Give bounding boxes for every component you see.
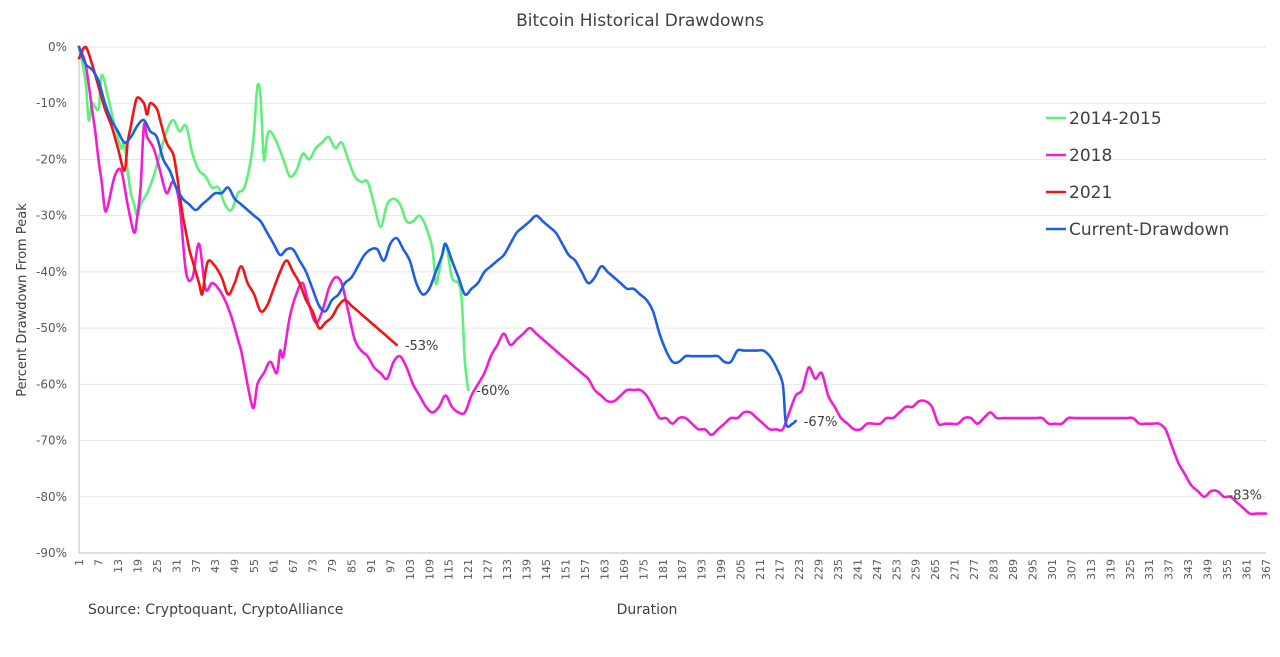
x-tick-label: 31 — [170, 559, 183, 573]
x-tick-label: 133 — [501, 559, 514, 580]
x-tick-label: 307 — [1065, 559, 1078, 580]
y-tick-label: -90% — [36, 546, 67, 560]
x-tick-label: 325 — [1124, 559, 1137, 580]
y-tick-label: -20% — [36, 152, 67, 166]
x-tick-label: 169 — [618, 559, 631, 580]
end-label: -53% — [405, 339, 439, 354]
x-tick-label: 319 — [1104, 559, 1117, 580]
end-labels: -60% -83% -53% -67% — [405, 339, 1262, 504]
y-axis-title: Percent Drawdown From Peak — [15, 203, 30, 397]
gridlines — [79, 46, 1266, 498]
x-axis-title: Duration — [617, 602, 678, 618]
x-tick-label: 37 — [190, 559, 203, 573]
end-label: -60% — [476, 384, 510, 399]
legend-label: 2014-2015 — [1069, 109, 1162, 129]
x-tick-label: 223 — [793, 559, 806, 580]
x-tick-label: 277 — [968, 559, 981, 580]
x-tick-label: 121 — [462, 559, 475, 580]
x-tick-label: 271 — [949, 559, 962, 580]
end-label: -67% — [804, 415, 838, 430]
x-tick-label: 205 — [735, 559, 748, 580]
x-tick-label: 361 — [1241, 559, 1254, 580]
y-tick-label: -70% — [36, 434, 67, 448]
x-tick-label: 145 — [540, 559, 553, 580]
x-tick-label: 187 — [676, 559, 689, 580]
y-axis-ticks: 0% -10% -20% -30% -40% -50% -60% -70% -80% -90% — [36, 40, 67, 560]
x-tick-label: 181 — [657, 559, 670, 580]
series-lines — [77, 45, 1268, 516]
x-tick-label: 139 — [521, 559, 534, 580]
y-tick-label: -40% — [36, 265, 67, 279]
x-tick-label: 289 — [1007, 559, 1020, 580]
y-tick-label: -60% — [36, 377, 67, 391]
x-tick-label: 217 — [774, 559, 787, 580]
x-tick-label: 67 — [287, 559, 300, 573]
y-tick-label: -50% — [36, 321, 67, 335]
x-tick-label: 301 — [1046, 559, 1059, 580]
x-tick-label: 1 — [73, 559, 86, 566]
x-tick-label: 193 — [696, 559, 709, 580]
x-tick-label: 241 — [851, 559, 864, 580]
series-line-current-drawdown — [77, 45, 797, 428]
x-tick-label: 295 — [1026, 559, 1039, 580]
x-tick-label: 253 — [890, 559, 903, 580]
x-tick-label: 211 — [754, 559, 767, 580]
x-tick-label: 163 — [598, 559, 611, 580]
source-note: Source: Cryptoquant, CryptoAlliance — [88, 602, 343, 618]
x-tick-label: 199 — [715, 559, 728, 580]
legend-label: Current-Drawdown — [1069, 220, 1229, 240]
x-tick-label: 49 — [229, 559, 242, 573]
series-line-2018 — [77, 45, 1268, 516]
x-tick-label: 331 — [1143, 559, 1156, 580]
x-tick-label: 337 — [1163, 559, 1176, 580]
x-tick-label: 109 — [423, 559, 436, 580]
x-tick-label: 247 — [871, 559, 884, 580]
series-line-2021 — [77, 45, 399, 347]
x-tick-label: 43 — [209, 559, 222, 573]
x-tick-label: 55 — [248, 559, 261, 573]
legend-label: 2018 — [1069, 146, 1112, 166]
x-tick-label: 73 — [307, 559, 320, 573]
x-tick-label: 349 — [1202, 559, 1215, 580]
x-tick-label: 97 — [384, 559, 397, 573]
x-tick-label: 91 — [365, 559, 378, 573]
y-tick-label: -80% — [36, 490, 67, 504]
x-tick-label: 7 — [92, 559, 105, 566]
chart-title: Bitcoin Historical Drawdowns — [516, 11, 764, 31]
end-label: -83% — [1228, 489, 1262, 504]
x-tick-label: 127 — [482, 559, 495, 580]
y-tick-label: -30% — [36, 209, 67, 223]
x-tick-label: 115 — [443, 559, 456, 580]
x-tick-label: 229 — [812, 559, 825, 580]
x-tick-label: 235 — [832, 559, 845, 580]
x-tick-label: 355 — [1221, 559, 1234, 580]
x-tick-label: 367 — [1260, 559, 1273, 580]
x-tick-label: 343 — [1182, 559, 1195, 580]
x-tick-label: 175 — [637, 559, 650, 580]
x-tick-label: 157 — [579, 559, 592, 580]
x-tick-label: 13 — [112, 559, 125, 573]
x-tick-label: 265 — [929, 559, 942, 580]
x-tick-label: 283 — [988, 559, 1001, 580]
legend-label: 2021 — [1069, 183, 1112, 203]
y-tick-label: 0% — [48, 40, 67, 54]
x-tick-label: 25 — [151, 559, 164, 573]
legend: 2014-2015 2018 2021 Current-Drawdown — [1046, 109, 1229, 240]
x-tick-label: 19 — [131, 559, 144, 573]
x-tick-label: 259 — [910, 559, 923, 580]
series-line-2014-2015 — [77, 45, 470, 392]
x-tick-label: 313 — [1085, 559, 1098, 580]
x-tick-label: 103 — [404, 559, 417, 580]
x-tick-label: 151 — [559, 559, 572, 580]
x-tick-label: 61 — [268, 559, 281, 573]
x-tick-label: 79 — [326, 559, 339, 573]
x-axis-ticks: 1 7 13 19 25 31 37 43 49 55 61 67 73 79 85 91 97 103 109 11… — [73, 559, 1273, 580]
x-tick-label: 85 — [345, 559, 358, 573]
y-tick-label: -10% — [36, 96, 67, 110]
